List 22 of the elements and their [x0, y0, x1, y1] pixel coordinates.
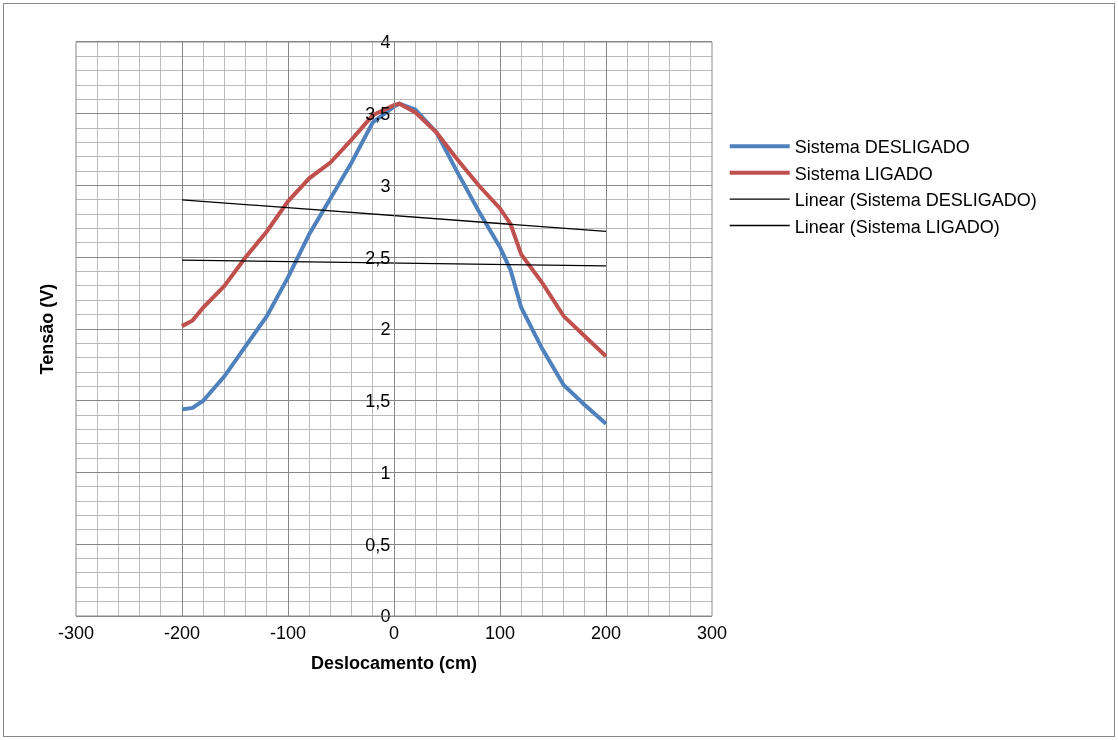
legend-label: Sistema LIGADO: [794, 163, 933, 184]
x-tick-label: -200: [163, 622, 201, 643]
y-tick-label: 4: [380, 32, 391, 53]
legend-label: Linear (Sistema DESLIGADO): [794, 190, 1037, 211]
x-tick-label: -300: [57, 622, 95, 643]
y-tick-label: 0,5: [365, 534, 391, 555]
y-tick-label: 3: [380, 175, 391, 196]
y-tick-label: 0: [380, 606, 391, 627]
y-tick-label: 1: [380, 462, 391, 483]
y-tick-label: 2: [380, 319, 391, 340]
x-tick-label: 100: [484, 622, 516, 643]
x-tick-label: 200: [590, 622, 622, 643]
x-tick-label: -100: [269, 622, 307, 643]
legend-label: Linear (Sistema LIGADO): [794, 216, 1000, 237]
line-series: [180, 101, 608, 359]
y-tick-label: 3,5: [365, 104, 391, 125]
legend-label: Sistema DESLIGADO: [794, 137, 970, 158]
x-axis-title: Deslocamento (cm): [310, 652, 478, 673]
x-tick-label: 300: [696, 622, 728, 643]
y-axis-title: Tensão (V): [37, 283, 58, 375]
line-series: [180, 101, 608, 426]
y-tick-label: 1,5: [365, 391, 391, 412]
